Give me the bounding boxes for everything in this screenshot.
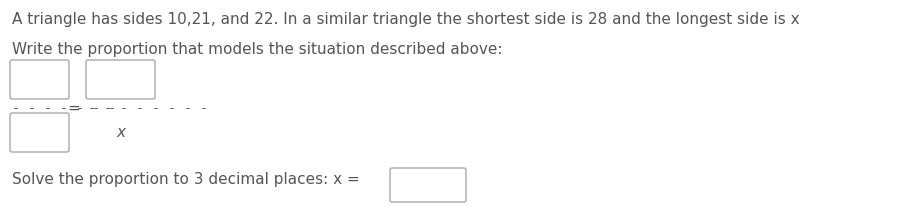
Text: Write the proportion that models the situation described above:: Write the proportion that models the sit…: [12, 42, 502, 57]
FancyBboxPatch shape: [86, 60, 155, 99]
Text: Solve the proportion to 3 decimal places: x =: Solve the proportion to 3 decimal places…: [12, 172, 364, 187]
Text: - - - - - - - -: - - - - - - - -: [88, 102, 208, 115]
Text: x: x: [116, 125, 125, 140]
Text: A triangle has sides 10,21, and 22. In a similar triangle the shortest side is 2: A triangle has sides 10,21, and 22. In a…: [12, 12, 799, 27]
FancyBboxPatch shape: [10, 113, 69, 152]
Text: =: =: [67, 101, 81, 116]
Text: - - - - - - -: - - - - - - -: [12, 102, 116, 115]
FancyBboxPatch shape: [10, 60, 69, 99]
FancyBboxPatch shape: [390, 168, 466, 202]
